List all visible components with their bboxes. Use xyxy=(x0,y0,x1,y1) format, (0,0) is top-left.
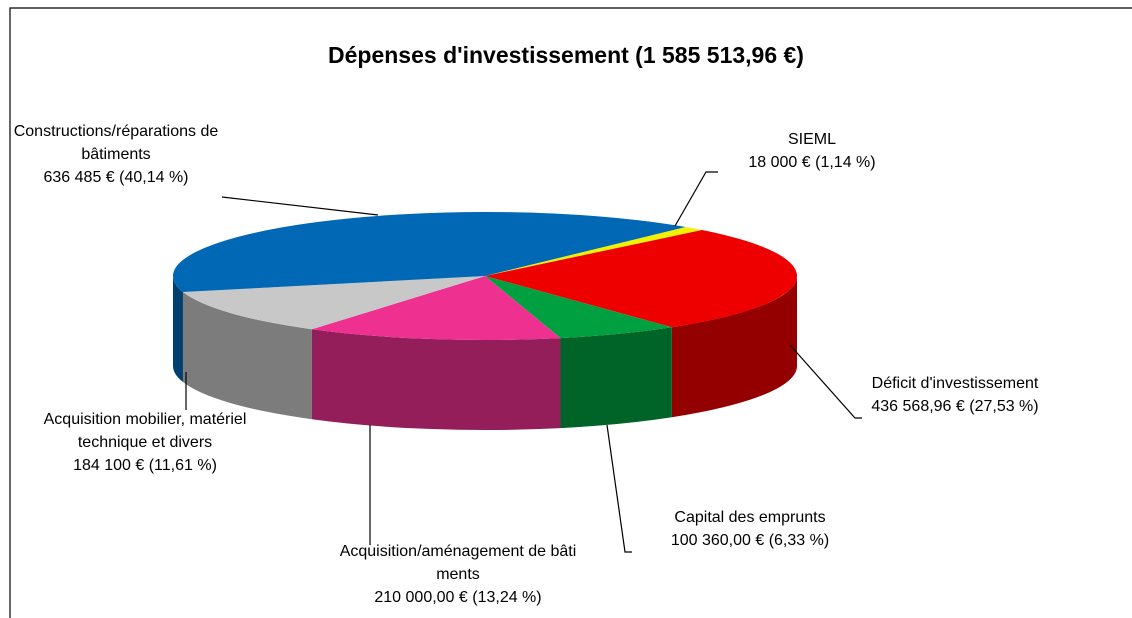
leader-line xyxy=(674,171,718,227)
slice xyxy=(485,226,703,276)
slice-label: Acquisition/aménagement de bâtiments 210 … xyxy=(338,540,578,609)
frame xyxy=(9,7,1132,618)
leader-line xyxy=(606,424,632,553)
slice xyxy=(485,230,797,328)
slice-label: Acquisition mobilier, matériel technique… xyxy=(25,408,265,477)
slice-label: Déficit d'investissement 436 568,96 € (27… xyxy=(855,372,1055,418)
slice xyxy=(182,276,485,330)
category-label: Constructions/réparations de bâtiments xyxy=(13,123,219,163)
slice-side xyxy=(560,327,672,429)
slice-label: Capital des emprunts 100 360,00 € (6,33 %… xyxy=(635,506,865,552)
category-label: SIEML xyxy=(787,131,836,148)
value-label: 210 000,00 € (13,24 %) xyxy=(374,589,542,606)
category-label: Acquisition/aménagement de bâtiments xyxy=(339,543,577,583)
value-label: 636 485 € (40,14 %) xyxy=(43,169,189,186)
category-label: Acquisition mobilier, matériel technique… xyxy=(43,411,247,451)
value-label: 18 000 € (1,14 %) xyxy=(748,154,876,171)
slice-side xyxy=(182,292,312,420)
category-label: Capital des emprunts xyxy=(674,509,826,526)
value-label: 184 100 € (11,61 %) xyxy=(73,457,217,474)
slice xyxy=(485,276,672,339)
slice-label: SIEML 18 000 € (1,14 %) xyxy=(722,128,902,174)
leader-line xyxy=(789,344,862,419)
value-label: 436 568,96 € (27,53 %) xyxy=(871,398,1039,415)
chart-title: Dépenses d'investissement (1 585 513,96 … xyxy=(328,42,804,68)
slice-side xyxy=(671,276,797,418)
slice-label: Constructions/réparations de bâtiments 63… xyxy=(10,120,222,189)
slice xyxy=(173,212,686,293)
category-label: Déficit d'investissement xyxy=(871,375,1039,392)
value-label: 100 360,00 € (6,33 %) xyxy=(670,532,830,549)
slice xyxy=(311,276,561,340)
slice-side xyxy=(311,329,561,430)
slice-side xyxy=(173,276,183,383)
pie xyxy=(173,212,797,430)
leader-line xyxy=(221,196,379,216)
